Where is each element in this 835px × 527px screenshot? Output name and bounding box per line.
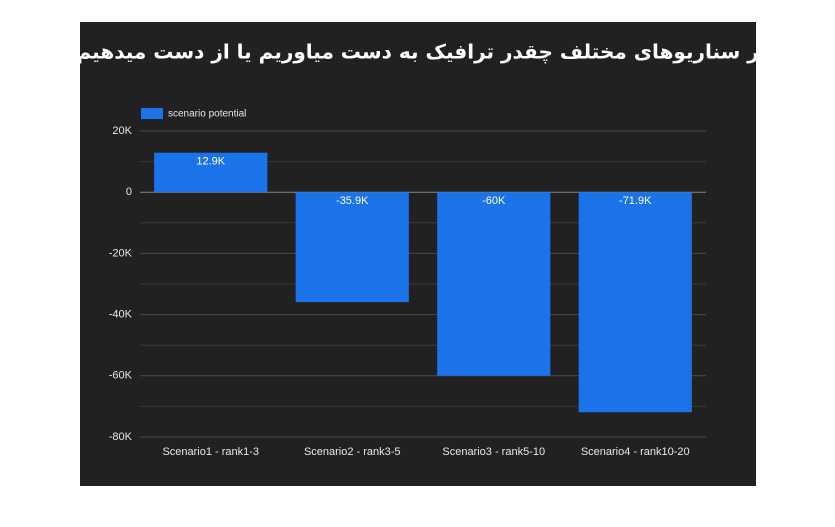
legend-swatch (141, 108, 163, 119)
x-tick-label: Scenario1 - rank1-3 (162, 446, 259, 458)
x-tick-label: Scenario3 - rank5-10 (442, 446, 545, 458)
bar (578, 192, 692, 413)
y-tick-label: -60K (109, 370, 133, 382)
bar (295, 192, 409, 303)
bar (437, 192, 551, 376)
y-tick-label: 0 (126, 186, 132, 198)
x-tick-label: Scenario2 - rank3-5 (304, 446, 401, 458)
y-tick-label: -20K (109, 247, 133, 259)
y-tick-label: 20K (112, 125, 132, 137)
bar (154, 152, 268, 193)
data-label: -35.9K (336, 195, 369, 207)
data-label: -71.9K (619, 195, 652, 207)
legend-label: scenario potential (168, 109, 246, 120)
y-tick-label: -40K (109, 309, 133, 321)
data-label: 12.9K (196, 156, 225, 168)
data-label: -60K (482, 195, 506, 207)
x-tick-label: Scenario4 - rank10-20 (581, 446, 690, 458)
chart-title: در سناریوهای مختلف چقدر ترافیک به دست می… (65, 40, 769, 65)
y-tick-label: -80K (109, 431, 133, 443)
